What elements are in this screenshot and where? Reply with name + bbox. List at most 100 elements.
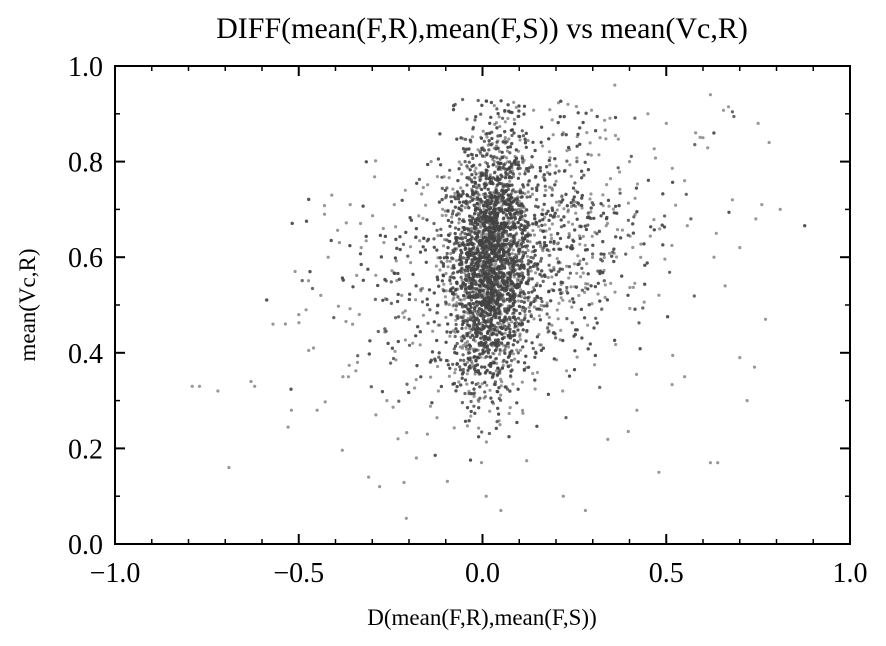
data-point: [465, 203, 470, 207]
data-point: [558, 338, 562, 342]
data-point: [458, 298, 462, 302]
data-point: [505, 156, 509, 160]
data-point: [544, 229, 548, 233]
data-point: [497, 352, 502, 356]
data-point: [613, 133, 618, 138]
data-point: [445, 479, 449, 483]
data-point: [567, 232, 571, 236]
data-point: [500, 380, 504, 384]
data-point: [499, 377, 503, 381]
data-point: [459, 186, 463, 190]
data-point: [528, 309, 532, 313]
data-point: [499, 281, 503, 285]
data-point: [544, 188, 548, 192]
data-point: [531, 285, 536, 290]
data-point: [531, 228, 535, 233]
data-point: [559, 328, 563, 332]
data-point: [618, 187, 622, 191]
data-point: [479, 461, 484, 465]
data-point: [574, 211, 578, 215]
data-point: [528, 240, 532, 244]
data-point: [373, 175, 377, 179]
data-point: [574, 104, 579, 109]
data-point: [674, 203, 678, 207]
data-point: [570, 321, 574, 325]
data-point: [590, 302, 594, 306]
data-point: [470, 327, 475, 331]
data-point: [394, 259, 398, 263]
data-point: [562, 207, 566, 211]
data-point: [436, 256, 440, 260]
data-point: [565, 285, 569, 290]
data-point: [557, 301, 561, 305]
data-point: [443, 209, 447, 213]
data-point: [616, 166, 620, 170]
data-point: [575, 355, 579, 359]
data-point: [402, 315, 406, 319]
data-point: [432, 221, 436, 226]
data-point: [626, 218, 631, 222]
data-point: [504, 245, 508, 249]
data-point: [591, 255, 595, 259]
data-point: [588, 141, 592, 145]
data-point: [492, 155, 496, 159]
data-point: [577, 293, 581, 298]
data-point: [548, 156, 552, 160]
data-point: [494, 262, 498, 266]
data-point: [447, 176, 451, 180]
data-point: [503, 136, 507, 140]
data-point: [344, 221, 348, 225]
data-point: [614, 342, 618, 347]
data-point: [561, 389, 565, 393]
data-point: [421, 313, 425, 317]
data-point: [564, 369, 569, 373]
data-point: [555, 242, 560, 246]
data-point: [603, 128, 607, 132]
data-point: [635, 182, 640, 186]
data-point: [626, 201, 631, 205]
data-point: [403, 338, 407, 342]
data-point: [344, 319, 348, 324]
data-point: [465, 340, 470, 344]
data-point: [508, 179, 512, 183]
data-point: [374, 159, 378, 163]
data-point: [575, 271, 579, 275]
data-point: [714, 231, 718, 235]
data-point: [524, 307, 528, 311]
data-point: [382, 240, 386, 245]
data-point: [453, 367, 458, 371]
data-point: [464, 295, 468, 299]
data-point: [604, 137, 608, 141]
data-point: [443, 295, 447, 299]
data-point: [488, 388, 492, 392]
data-point: [597, 153, 601, 157]
data-point: [580, 206, 584, 210]
data-point: [461, 344, 465, 348]
data-point: [472, 404, 476, 408]
data-point: [754, 217, 758, 221]
data-point: [521, 250, 525, 254]
data-point: [421, 216, 425, 220]
data-point: [497, 396, 501, 401]
data-point: [463, 206, 467, 210]
data-point: [488, 173, 492, 177]
data-point: [549, 233, 553, 237]
data-point: [434, 264, 438, 268]
data-point: [586, 323, 590, 327]
data-point: [550, 275, 554, 279]
data-point: [521, 408, 525, 412]
data-point: [578, 242, 582, 246]
data-point: [512, 275, 516, 279]
data-point: [631, 285, 635, 289]
data-point: [530, 192, 535, 196]
data-point: [491, 301, 495, 306]
data-point: [452, 296, 456, 300]
data-point: [555, 257, 559, 261]
data-point: [514, 105, 518, 109]
data-point: [466, 316, 470, 321]
data-point: [589, 210, 593, 214]
data-point: [547, 253, 551, 257]
data-point: [614, 255, 619, 259]
data-point: [534, 271, 538, 275]
data-point: [616, 137, 620, 141]
